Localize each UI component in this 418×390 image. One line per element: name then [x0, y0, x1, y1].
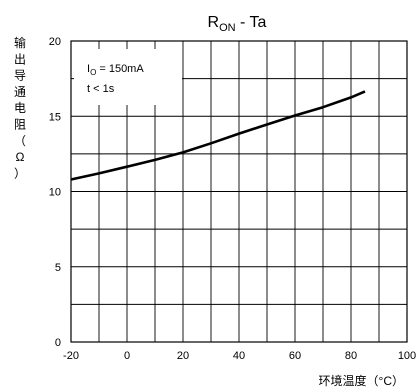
chart-title-rest: - Ta: [236, 14, 267, 31]
y-axis-label-char: Ω: [16, 150, 25, 164]
chart-title-main: R: [208, 14, 220, 31]
x-axis-label: 环境温度（°C）: [319, 373, 404, 388]
y-axis-label-char: ）: [14, 166, 26, 180]
x-tick-label: 60: [289, 350, 301, 362]
annotation-current-main: I: [87, 63, 90, 75]
x-tick-label: 0: [124, 350, 130, 362]
y-axis-label-char: 出: [14, 52, 26, 66]
y-tick-label: 5: [55, 262, 61, 274]
x-tick-label: 20: [177, 350, 189, 362]
plot-frame: [70, 40, 408, 343]
x-tick-label: 100: [398, 350, 416, 362]
y-axis-label-char: 输: [14, 35, 26, 50]
y-axis-label-char: （: [14, 134, 26, 148]
annotation-box: [74, 49, 182, 105]
y-axis-label-char: 电: [14, 101, 26, 115]
y-axis-label-char: 阻: [14, 118, 26, 132]
y-tick-label: 20: [49, 36, 61, 48]
series-line: [70, 90, 366, 181]
y-tick-label: 0: [55, 337, 61, 349]
y-axis-label-char: 导: [14, 69, 26, 83]
x-tick-label: -20: [63, 350, 79, 362]
annotation-current-rest: = 150mA: [96, 63, 144, 75]
y-tick-label: 10: [49, 187, 61, 199]
series-layer: [70, 90, 366, 181]
x-tick-label: 80: [345, 350, 357, 362]
annotation-current: IO = 150mA: [87, 63, 144, 77]
y-tick-label: 15: [49, 111, 61, 123]
chart-title-sub: ON: [219, 22, 236, 34]
annotation-current-sub: O: [90, 68, 96, 77]
x-tick-label: 40: [233, 350, 245, 362]
y-axis-label-char: 通: [14, 85, 26, 99]
chart-title: RON - Ta: [208, 14, 267, 34]
annotation-time: t < 1s: [87, 83, 115, 95]
